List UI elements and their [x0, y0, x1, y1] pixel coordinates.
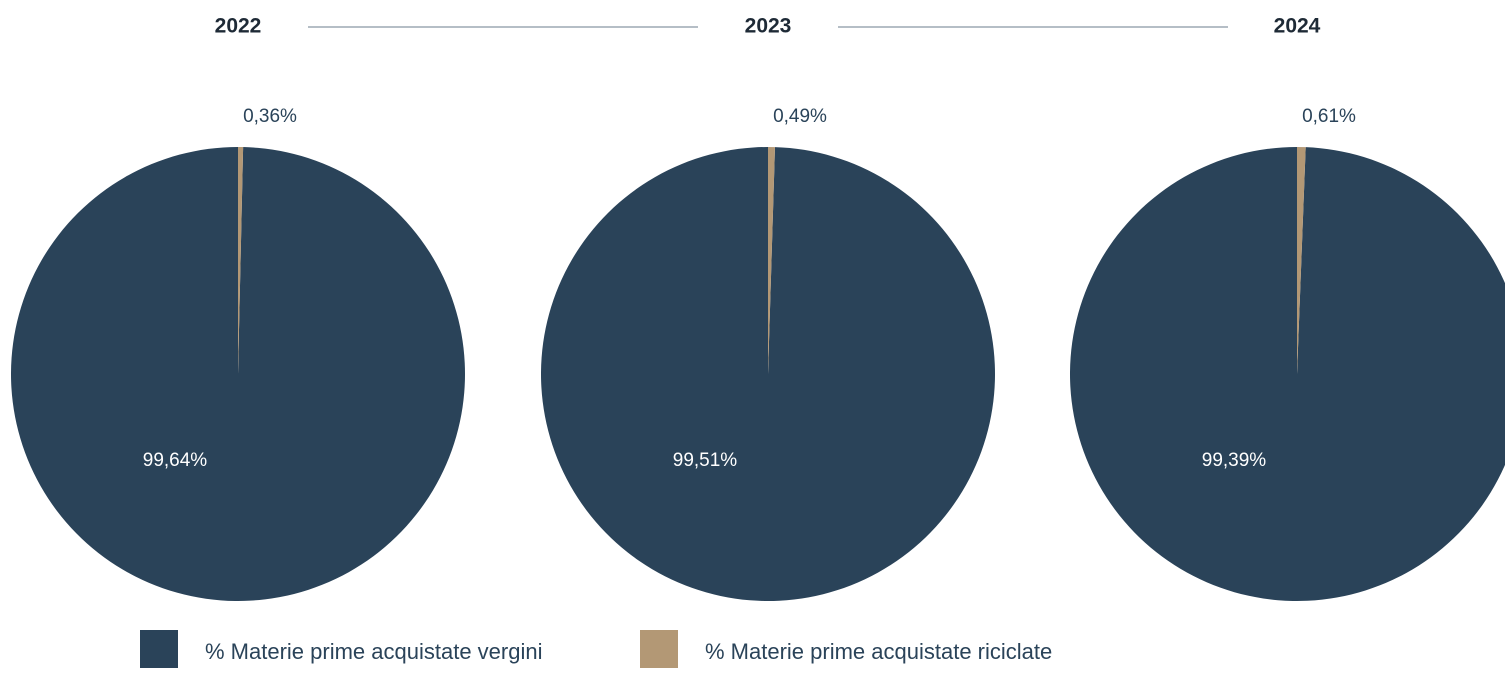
chart-title: 2023	[745, 15, 792, 38]
data-label: 99,51%	[673, 450, 738, 471]
legend-swatch	[140, 630, 178, 668]
chart-title: 2022	[215, 15, 262, 38]
chart-title: 2024	[1274, 15, 1321, 38]
pie-slice	[10, 146, 465, 601]
pie-slice	[238, 147, 244, 374]
pie-slice	[540, 147, 995, 601]
data-label: 0,61%	[1302, 106, 1356, 127]
legend-label: % Materie prime acquistate vergini	[205, 639, 542, 664]
legend-label: % Materie prime acquistate riciclate	[705, 639, 1052, 664]
pie-slice	[1297, 147, 1306, 374]
pie-slice	[768, 147, 775, 374]
data-label: 0,36%	[243, 106, 297, 127]
data-label: 0,49%	[773, 106, 827, 127]
legend-swatch	[640, 630, 678, 668]
data-label: 99,64%	[143, 450, 208, 471]
pie-slice	[1070, 147, 1505, 601]
data-label: 99,39%	[1202, 450, 1267, 471]
